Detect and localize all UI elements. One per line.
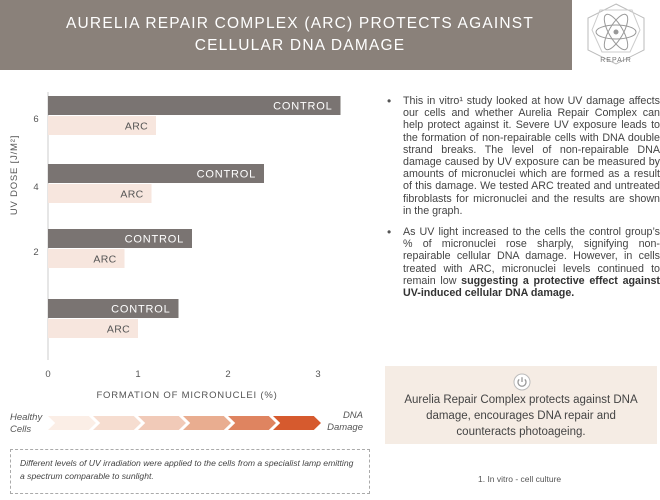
gradient-step (138, 416, 186, 430)
y-tick-label: 4 (33, 182, 38, 193)
header-banner: AURELIA REPAIR COMPLEX (ARC) PROTECTS AG… (0, 0, 660, 72)
repair-badge: REPAIR (572, 0, 660, 72)
bar-label: ARC (93, 254, 116, 266)
bar-label: ARC (125, 121, 148, 133)
x-tick-label: 0 (45, 369, 50, 380)
gradient-step (273, 416, 321, 430)
badge-label: REPAIR (600, 57, 632, 64)
bar-control (48, 299, 179, 318)
atom-icon (587, 3, 645, 65)
healthy-cells-label: Healthy Cells (10, 412, 43, 435)
bar-label: CONTROL (197, 169, 256, 181)
method-note: Different levels of UV irradiation were … (10, 449, 370, 494)
page-title: AURELIA REPAIR COMPLEX (ARC) PROTECTS AG… (66, 15, 534, 54)
damage-gradient-scale: Healthy Cells DNA Damage (0, 408, 370, 438)
bar-control (48, 96, 341, 115)
gradient-step (48, 416, 96, 430)
bullet-study-result: As UV light increased to the cells the c… (385, 226, 660, 299)
study-description: This in vitro¹ study looked at how UV da… (385, 95, 660, 308)
bar-label: CONTROL (273, 101, 332, 113)
footnote: 1. In vitro - cell culture (478, 474, 562, 484)
bar-control (48, 229, 192, 248)
x-axis-title: FORMATION OF MICRONUCLEI (%) (96, 390, 277, 401)
x-tick-label: 3 (315, 369, 320, 380)
micronuclei-bar-chart: CONTROL ARC 6 CONTROL ARC 4 CONTROL ARC 2 CONTROL… (9, 92, 341, 401)
y-tick-label: 2 (33, 247, 38, 258)
x-tick-label: 1 (135, 369, 140, 380)
gradient-step (228, 416, 276, 430)
gradient-step (183, 416, 231, 430)
x-tick-label: 2 (225, 369, 230, 380)
bar-control (48, 164, 264, 183)
y-axis-title: UV DOSE [J/M²] (9, 135, 20, 215)
bullet-study-intro: This in vitro¹ study looked at how UV da… (385, 95, 660, 217)
bar-arc (48, 116, 156, 135)
bar-arc (48, 184, 152, 203)
bar-arc (48, 319, 138, 338)
bar-label: ARC (107, 324, 130, 336)
bar-label: CONTROL (111, 304, 170, 316)
power-icon (513, 373, 531, 391)
bar-arc (48, 249, 125, 268)
gradient-step (93, 416, 141, 430)
dna-damage-label: DNA Damage (327, 410, 363, 433)
bar-label: CONTROL (125, 234, 184, 246)
claim-text: Aurelia Repair Complex protects against … (404, 394, 638, 438)
y-tick-label: 6 (33, 114, 38, 125)
bar-label: ARC (120, 189, 143, 201)
